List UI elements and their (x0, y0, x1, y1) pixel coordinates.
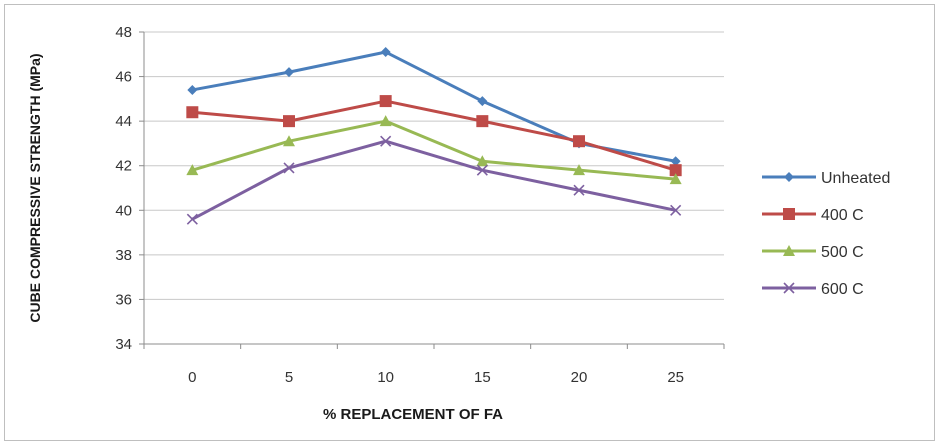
legend-marker-400-c (783, 208, 795, 220)
point-unheated-15 (477, 96, 488, 107)
y-tick-label-42: 42 (115, 158, 132, 175)
y-tick-label-46: 46 (115, 69, 132, 86)
series-line-400-c (192, 99, 677, 172)
x-tick-label-10: 10 (377, 369, 394, 386)
series-line-500-c (191, 119, 676, 181)
legend-item-500-c: 500 C (762, 244, 864, 261)
point-600-c-0 (186, 213, 198, 225)
legend-label-400-c: 400 C (821, 207, 864, 224)
legend-item-unheated: Unheated (762, 170, 890, 187)
x-tick-label-0: 0 (188, 369, 196, 386)
point-400-c-15 (476, 115, 489, 128)
legend-marker-500-c (783, 245, 795, 256)
axes (139, 31, 725, 349)
point-400-c-10 (379, 95, 392, 108)
series-400-c (186, 95, 682, 177)
y-tick-label-38: 38 (115, 247, 132, 264)
point-unheated-10 (380, 47, 391, 58)
series-line-600-c (191, 139, 676, 221)
legend-label-500-c: 500 C (821, 244, 864, 261)
y-tick-label-48: 48 (115, 24, 132, 41)
legend: Unheated 400 C 500 C 600 C (762, 170, 890, 298)
point-600-c-5 (283, 162, 295, 174)
series-line-unheated (192, 50, 676, 163)
point-500-c-10 (379, 115, 392, 127)
legend-label-600-c: 600 C (821, 281, 864, 298)
point-400-c-25 (669, 164, 682, 177)
point-unheated-5 (284, 67, 294, 78)
point-500-c-20 (573, 164, 585, 176)
y-tick-label-40: 40 (115, 202, 132, 219)
y-axis-title: CUBE COMPRESSIVE STRENGTH (MPa) (27, 53, 43, 322)
legend-label-unheated: Unheated (821, 170, 890, 187)
point-unheated-0 (187, 84, 198, 95)
legend-marker-unheated (784, 172, 794, 182)
point-400-c-5 (283, 115, 295, 128)
point-600-c-20 (573, 184, 585, 196)
y-tick-labels: 34 36 38 40 42 44 46 48 (115, 24, 132, 353)
y-tick-label-44: 44 (115, 113, 132, 130)
x-tick-label-5: 5 (285, 369, 293, 386)
point-600-c-15 (476, 164, 488, 176)
point-500-c-25 (669, 173, 682, 185)
point-400-c-20 (573, 135, 585, 148)
series-600-c (186, 135, 682, 225)
series-500-c (186, 115, 682, 185)
point-600-c-25 (670, 204, 682, 216)
x-axis-title: % REPLACEMENT OF FA (323, 406, 503, 423)
series (186, 47, 682, 225)
y-tick-label-34: 34 (115, 336, 132, 353)
x-tick-labels: 0 5 10 15 20 25 (188, 369, 684, 386)
point-unheated-25 (670, 156, 681, 167)
legend-item-600-c: 600 C (762, 281, 864, 298)
x-tick-label-20: 20 (571, 369, 588, 386)
y-tick-label-36: 36 (115, 291, 132, 308)
point-500-c-5 (283, 135, 295, 147)
x-tick-label-25: 25 (667, 369, 684, 386)
point-600-c-10 (380, 135, 392, 147)
gridlines (144, 31, 724, 300)
legend-item-400-c: 400 C (762, 207, 864, 224)
point-400-c-0 (186, 106, 199, 119)
point-500-c-0 (186, 164, 199, 176)
legend-marker-600-c (783, 282, 795, 294)
x-tick-label-15: 15 (474, 369, 491, 386)
point-500-c-15 (476, 155, 489, 167)
